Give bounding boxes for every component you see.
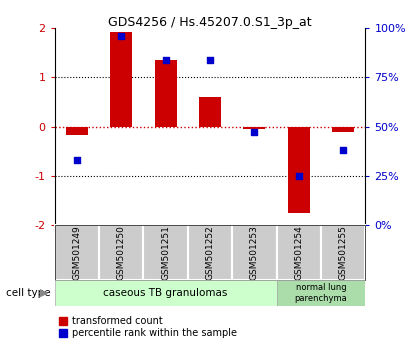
Bar	[232, 225, 277, 280]
Point	[295, 173, 302, 178]
Point	[207, 57, 213, 63]
Text: GSM501253: GSM501253	[250, 225, 259, 280]
Text: GSM501252: GSM501252	[205, 225, 215, 280]
Bar	[332, 126, 354, 132]
Point	[74, 157, 80, 163]
Bar	[277, 225, 321, 280]
Text: GSM501254: GSM501254	[294, 225, 303, 280]
Text: GSM501249: GSM501249	[72, 225, 81, 280]
Text: GSM501255: GSM501255	[339, 225, 348, 280]
Bar	[110, 32, 132, 126]
Bar	[143, 225, 188, 280]
Text: GSM501250: GSM501250	[117, 225, 126, 280]
Text: GSM501251: GSM501251	[161, 225, 170, 280]
Text: normal lung
parenchyma: normal lung parenchyma	[294, 283, 347, 303]
Bar	[321, 225, 365, 280]
Bar	[199, 97, 221, 126]
Bar	[66, 126, 88, 135]
Text: GDS4256 / Hs.45207.0.S1_3p_at: GDS4256 / Hs.45207.0.S1_3p_at	[108, 16, 312, 29]
Point	[118, 33, 125, 39]
Bar	[288, 126, 310, 212]
Bar	[155, 60, 177, 126]
Text: caseous TB granulomas: caseous TB granulomas	[103, 288, 228, 298]
Bar	[188, 225, 232, 280]
Point	[251, 130, 258, 135]
Legend: transformed count, percentile rank within the sample: transformed count, percentile rank withi…	[60, 316, 237, 338]
Point	[162, 57, 169, 63]
Point	[340, 147, 346, 153]
Bar	[243, 126, 265, 129]
Text: ▶: ▶	[40, 288, 48, 298]
Text: cell type: cell type	[6, 288, 51, 298]
Bar	[277, 280, 365, 306]
Bar	[55, 225, 99, 280]
Bar	[99, 225, 143, 280]
Bar	[55, 280, 277, 306]
